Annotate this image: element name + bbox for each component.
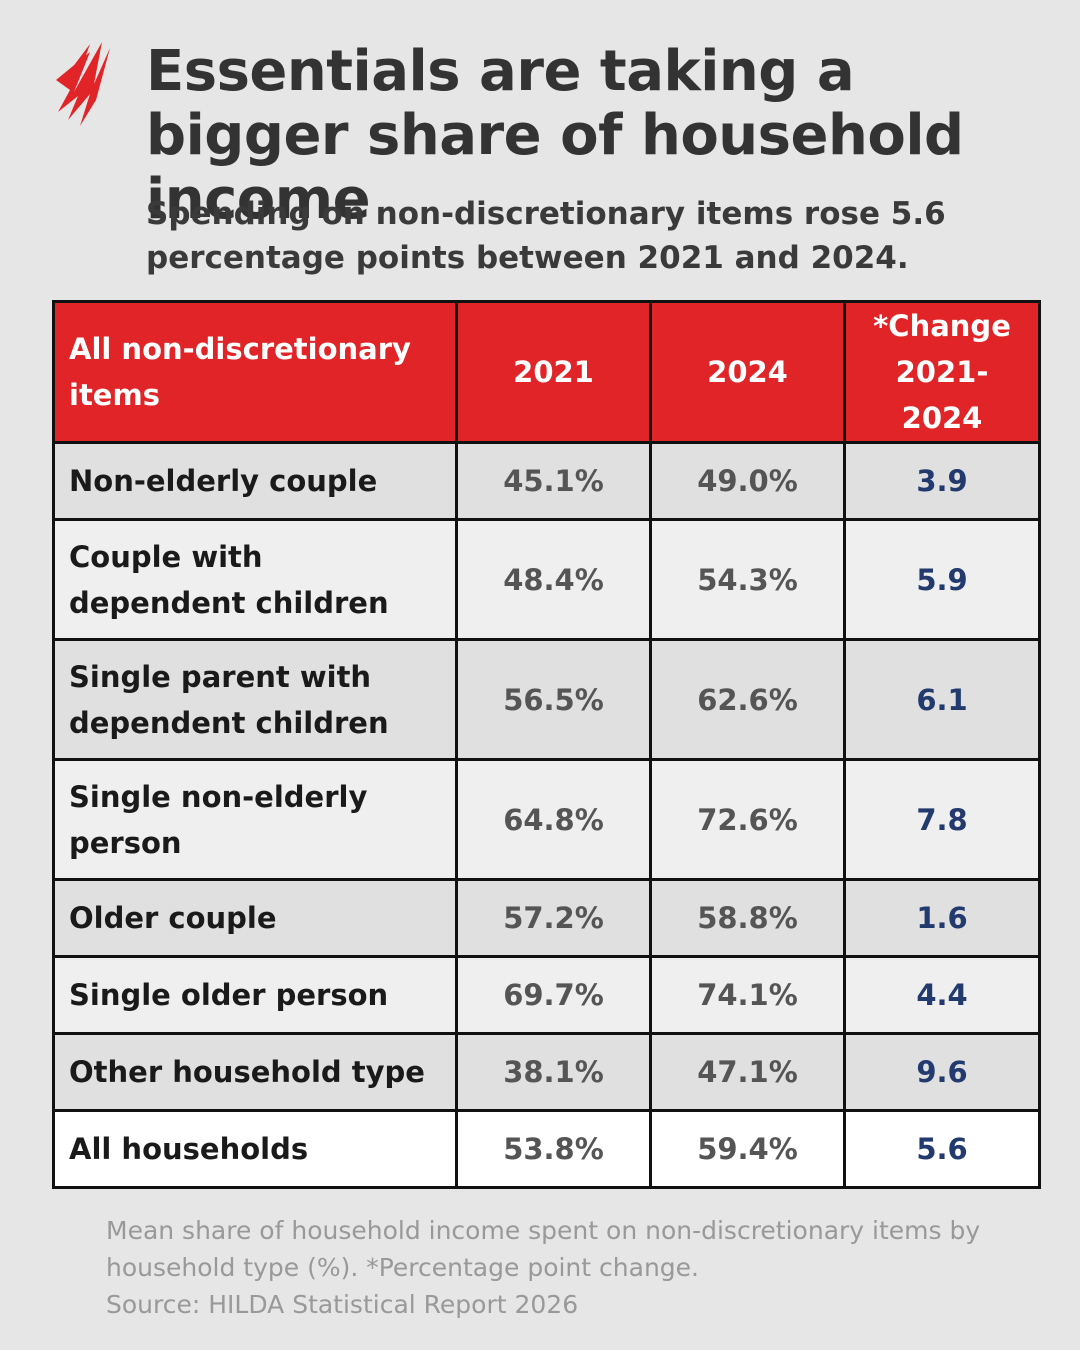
value-2024: 62.6% <box>649 638 846 761</box>
value-2021: 53.8% <box>455 1109 652 1189</box>
header-category: All non-discretionary items <box>52 300 458 444</box>
value-2024: 49.0% <box>649 441 846 521</box>
table-row: Non-elderly couple 45.1% 49.0% 3.9 <box>52 441 1041 521</box>
footer: Mean share of household income spent on … <box>106 1212 1006 1323</box>
table-row: Single parent with dependent children 56… <box>52 638 1041 761</box>
table-header-row: All non-discretionary items 2021 2024 *C… <box>52 300 1041 444</box>
row-label: Single older person <box>52 955 458 1035</box>
row-label: Single non-elderly person <box>52 758 458 881</box>
value-change: 6.1 <box>843 638 1041 761</box>
row-label: Single parent with dependent children <box>52 638 458 761</box>
value-2024: 58.8% <box>649 878 846 958</box>
value-2021: 64.8% <box>455 758 652 881</box>
value-2024: 59.4% <box>649 1109 846 1189</box>
value-2021: 48.4% <box>455 518 652 641</box>
value-change: 5.6 <box>843 1109 1041 1189</box>
row-label: Other household type <box>52 1032 458 1112</box>
row-label: Non-elderly couple <box>52 441 458 521</box>
value-2024: 74.1% <box>649 955 846 1035</box>
value-change: 4.4 <box>843 955 1041 1035</box>
table-row: Single older person 69.7% 74.1% 4.4 <box>52 955 1041 1035</box>
value-2021: 69.7% <box>455 955 652 1035</box>
table-row: Couple with dependent children 48.4% 54.… <box>52 518 1041 641</box>
value-change: 9.6 <box>843 1032 1041 1112</box>
row-label: Couple with dependent children <box>52 518 458 641</box>
table-row: Older couple 57.2% 58.8% 1.6 <box>52 878 1041 958</box>
header-change: *Change 2021-2024 <box>843 300 1041 444</box>
value-2024: 47.1% <box>649 1032 846 1112</box>
value-2021: 45.1% <box>455 441 652 521</box>
page-subtitle: Spending on non-discretionary items rose… <box>146 196 946 276</box>
value-2024: 54.3% <box>649 518 846 641</box>
data-table: All non-discretionary items 2021 2024 *C… <box>52 300 1041 1189</box>
header-2021: 2021 <box>455 300 652 444</box>
row-label: Older couple <box>52 878 458 958</box>
value-2021: 56.5% <box>455 638 652 761</box>
table-row: Other household type 38.1% 47.1% 9.6 <box>52 1032 1041 1112</box>
footer-note: Mean share of household income spent on … <box>106 1216 981 1282</box>
value-change: 7.8 <box>843 758 1041 881</box>
header-2024: 2024 <box>649 300 846 444</box>
value-2021: 57.2% <box>455 878 652 958</box>
table-row-total: All households 53.8% 59.4% 5.6 <box>52 1109 1041 1189</box>
footer-source: Source: HILDA Statistical Report 2026 <box>106 1290 579 1319</box>
page-title: Essentials are taking a bigger share of … <box>146 39 964 232</box>
value-change: 1.6 <box>843 878 1041 958</box>
value-2024: 72.6% <box>649 758 846 881</box>
sbs-logo-icon <box>56 42 110 126</box>
value-change: 3.9 <box>843 441 1041 521</box>
value-2021: 38.1% <box>455 1032 652 1112</box>
table-row: Single non-elderly person 64.8% 72.6% 7.… <box>52 758 1041 881</box>
value-change: 5.9 <box>843 518 1041 641</box>
row-label: All households <box>52 1109 458 1189</box>
